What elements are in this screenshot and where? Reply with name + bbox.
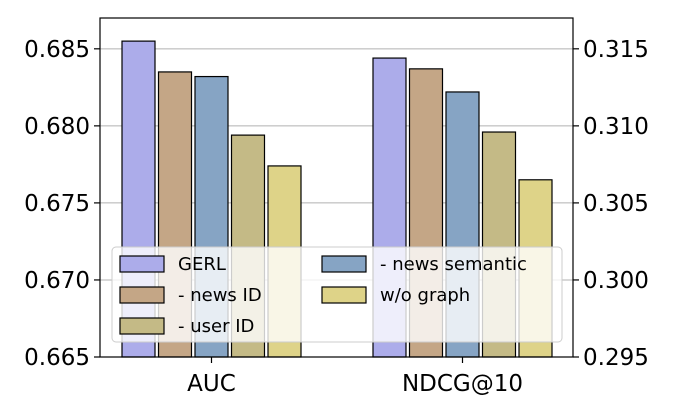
category-label: NDCG@10 xyxy=(402,371,523,397)
right-tick-label: 0.300 xyxy=(583,268,649,294)
legend-label: - user ID xyxy=(178,316,254,337)
right-tick-label: 0.310 xyxy=(583,114,649,140)
left-y-axis: 0.665 0.670 0.675 0.680 0.685 xyxy=(24,37,100,371)
legend-swatch xyxy=(321,286,367,304)
legend-label: GERL xyxy=(178,254,226,275)
right-y-axis: 0.295 0.300 0.305 0.310 0.315 xyxy=(573,37,649,371)
legend-swatch xyxy=(119,255,165,273)
left-tick-label: 0.665 xyxy=(24,345,90,371)
legend-swatch xyxy=(119,317,165,335)
legend-label: - news ID xyxy=(178,285,262,306)
legend-swatch xyxy=(119,286,165,304)
right-tick-label: 0.295 xyxy=(583,345,649,371)
left-tick-label: 0.670 xyxy=(24,268,90,294)
right-tick-label: 0.305 xyxy=(583,191,649,217)
category-label: AUC xyxy=(187,371,236,397)
plot-frame xyxy=(99,17,574,358)
left-tick-label: 0.680 xyxy=(24,114,90,140)
legend-swatch xyxy=(321,255,367,273)
left-tick-label: 0.675 xyxy=(24,191,90,217)
legend-label: w/o graph xyxy=(380,285,470,306)
right-tick-label: 0.315 xyxy=(583,37,649,63)
legend-label: - news semantic xyxy=(380,254,527,275)
left-tick-label: 0.685 xyxy=(24,37,90,63)
legend: GERL - news ID - user ID - news semantic w/o… xyxy=(111,246,563,343)
x-axis: AUC NDCG@10 xyxy=(187,357,523,397)
